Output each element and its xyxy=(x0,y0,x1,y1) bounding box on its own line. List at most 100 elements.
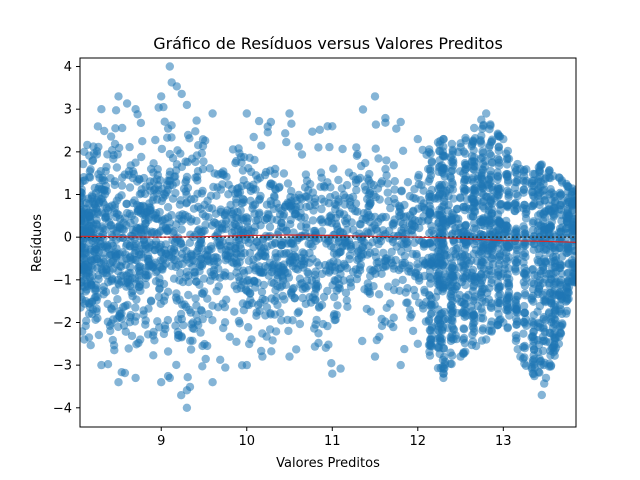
scatter-point xyxy=(519,317,528,327)
scatter-point xyxy=(487,327,496,336)
scatter-point xyxy=(314,143,323,152)
scatter-point xyxy=(163,124,173,133)
scatter-point xyxy=(331,191,340,200)
scatter-point xyxy=(397,228,407,238)
scatter-point xyxy=(224,190,233,199)
scatter-point xyxy=(484,265,494,275)
scatter-point xyxy=(469,249,478,259)
scatter-point xyxy=(358,243,367,252)
scatter-point xyxy=(183,183,193,193)
scatter-point xyxy=(537,160,546,169)
scatter-point xyxy=(470,123,479,133)
scatter-point xyxy=(414,170,423,180)
scatter-point xyxy=(469,327,479,336)
scatter-point xyxy=(270,191,279,201)
scatter-point xyxy=(177,225,186,234)
scatter-point xyxy=(221,363,230,372)
scatter-point xyxy=(157,196,166,206)
scatter-point xyxy=(182,403,192,412)
scatter-point xyxy=(476,278,485,288)
scatter-point xyxy=(478,308,487,317)
scatter-point xyxy=(373,217,383,227)
scatter-point xyxy=(293,308,302,318)
scatter-point xyxy=(220,318,230,327)
scatter-point xyxy=(209,182,218,192)
scatter-point xyxy=(470,186,480,195)
scatter-point xyxy=(160,117,169,126)
scatter-point xyxy=(163,203,173,212)
scatter-point xyxy=(117,191,126,200)
scatter-point xyxy=(150,246,159,255)
scatter-point xyxy=(262,303,272,312)
scatter-point xyxy=(414,204,423,213)
scatter-point xyxy=(265,231,275,241)
scatter-point xyxy=(257,287,267,297)
scatter-point xyxy=(289,283,298,293)
scatter-point xyxy=(254,196,264,205)
scatter-point xyxy=(257,346,266,356)
scatter-point xyxy=(317,215,326,224)
scatter-point xyxy=(454,219,463,229)
scatter-point xyxy=(251,216,261,225)
scatter-point xyxy=(468,137,478,146)
scatter-point xyxy=(199,157,208,166)
scatter-point xyxy=(449,210,458,219)
scatter-point xyxy=(102,265,111,274)
scatter-point xyxy=(191,294,200,303)
scatter-point xyxy=(114,378,123,387)
scatter-point xyxy=(371,192,380,202)
scatter-point xyxy=(214,282,223,291)
scatter-point xyxy=(80,295,87,304)
scatter-point xyxy=(440,151,449,160)
scatter-point xyxy=(334,197,343,206)
scatter-point xyxy=(244,164,253,173)
scatter-point xyxy=(476,179,486,188)
scatter-point xyxy=(396,117,405,127)
scatter-point xyxy=(425,267,435,276)
scatter-point xyxy=(83,140,92,150)
scatter-point xyxy=(459,227,469,236)
scatter-point xyxy=(495,187,504,197)
scatter-point xyxy=(519,188,528,197)
scatter-point xyxy=(329,257,338,266)
scatter-point xyxy=(255,173,265,182)
scatter-point xyxy=(287,119,296,128)
scatter-point xyxy=(330,292,339,302)
scatter-point xyxy=(80,243,87,252)
scatter-point xyxy=(499,134,508,144)
scatter-point xyxy=(97,105,106,114)
scatter-point xyxy=(260,295,270,305)
scatter-point xyxy=(246,295,255,305)
scatter-point xyxy=(236,249,245,258)
scatter-point xyxy=(101,287,111,297)
scatter-point xyxy=(141,270,150,280)
scatter-point xyxy=(113,295,122,304)
scatter-point xyxy=(132,279,141,288)
x-tick-label: 13 xyxy=(495,434,512,449)
scatter-point xyxy=(365,217,375,227)
scatter-point xyxy=(384,282,393,291)
scatter-point xyxy=(461,133,470,143)
scatter-point xyxy=(266,117,276,127)
scatter-point xyxy=(242,360,251,370)
scatter-point xyxy=(244,256,253,265)
scatter-point xyxy=(456,139,465,148)
scatter-point xyxy=(469,178,478,187)
scatter-point xyxy=(504,291,513,300)
scatter-point xyxy=(341,288,351,297)
scatter-point xyxy=(426,239,435,248)
scatter-point xyxy=(352,185,361,195)
scatter-point xyxy=(562,296,572,305)
scatter-point xyxy=(408,225,417,235)
scatter-point xyxy=(87,309,97,319)
scatter-point xyxy=(165,62,174,71)
scatter-point xyxy=(97,360,106,370)
scatter-point xyxy=(470,153,479,162)
scatter-point xyxy=(250,277,259,286)
scatter-point xyxy=(175,211,184,220)
scatter-point xyxy=(400,344,409,354)
scatter-point xyxy=(456,352,465,361)
x-tick-label: 12 xyxy=(410,434,427,449)
scatter-point xyxy=(284,326,293,336)
